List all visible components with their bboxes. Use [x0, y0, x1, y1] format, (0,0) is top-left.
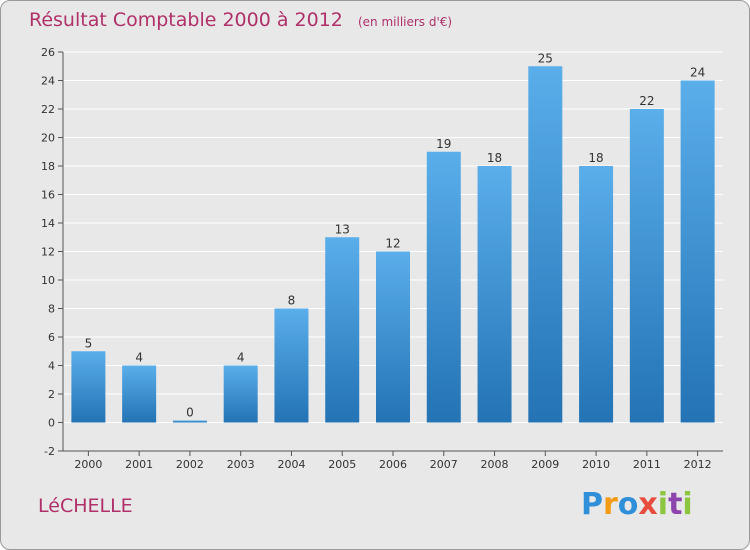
- logo-letter: t: [668, 487, 683, 522]
- commune-name: LéCHELLE: [38, 495, 133, 517]
- y-tick-label-8: 8: [48, 303, 55, 316]
- y-tick-label-26: 26: [41, 46, 55, 59]
- x-tick-label-2009: 2009: [531, 458, 559, 471]
- bar-2001: [122, 365, 157, 423]
- logo-letter: o: [617, 487, 639, 522]
- y-tick-label-14: 14: [41, 217, 55, 230]
- x-tick-label-2002: 2002: [176, 458, 204, 471]
- value-labels: 5 4 0 4 8 13 12 19 18 25 18 22 24: [85, 51, 706, 419]
- x-tick-label-2007: 2007: [430, 458, 458, 471]
- value-label-2000: 5: [85, 336, 93, 350]
- bar-2004: [274, 308, 309, 423]
- y-tick-label-6: 6: [48, 331, 55, 344]
- bar-2002: [172, 420, 207, 423]
- chart-title-block: Résultat Comptable 2000 à 2012 (en milli…: [29, 9, 452, 31]
- value-label-2006: 12: [385, 237, 400, 251]
- y-tick-label--2: -2: [44, 445, 55, 458]
- y-tick-label-12: 12: [41, 246, 55, 259]
- x-tick-label-2004: 2004: [277, 458, 305, 471]
- value-label-2002: 0: [186, 406, 194, 420]
- y-tick-label-0: 0: [48, 417, 55, 430]
- value-label-2003: 4: [237, 351, 245, 365]
- y-tick-label-22: 22: [41, 103, 55, 116]
- bar-2000: [71, 351, 106, 423]
- bar-2010: [579, 166, 614, 423]
- x-tick-labels: 2000 2001 2002 2003 2004 2005 2006 2007 2008 2009…: [74, 458, 711, 471]
- bar-2007: [426, 151, 461, 423]
- y-tick-label-4: 4: [48, 360, 55, 373]
- value-label-2004: 8: [288, 294, 296, 308]
- bar-2008: [477, 166, 512, 423]
- value-label-2012: 24: [690, 66, 705, 80]
- proxiti-logo: Proxiti: [581, 487, 693, 522]
- y-tick-label-2: 2: [48, 388, 55, 401]
- x-tick-label-2011: 2011: [633, 458, 661, 471]
- bar-2005: [325, 237, 360, 423]
- bar-2003: [223, 365, 258, 423]
- bar-2009: [528, 66, 563, 423]
- value-label-2011: 22: [639, 94, 654, 108]
- logo-letter: i: [682, 487, 693, 522]
- bar-2006: [376, 251, 410, 423]
- value-label-2008: 18: [487, 151, 502, 165]
- bar-2012: [680, 80, 715, 423]
- logo-letter: x: [638, 487, 658, 522]
- x-tick-label-2005: 2005: [328, 458, 356, 471]
- value-label-2007: 19: [436, 137, 451, 151]
- bars: [71, 66, 715, 423]
- x-tick-label-2010: 2010: [582, 458, 610, 471]
- logo-letter: P: [581, 487, 603, 522]
- bar-2011: [629, 109, 664, 423]
- chart-title: Résultat Comptable 2000 à 2012: [29, 9, 343, 31]
- y-tick-label-18: 18: [41, 160, 55, 173]
- x-tick-label-2003: 2003: [227, 458, 255, 471]
- y-tick-label-20: 20: [41, 132, 55, 145]
- x-tick-label-2001: 2001: [125, 458, 153, 471]
- x-tick-label-2008: 2008: [481, 458, 509, 471]
- x-tick-label-2000: 2000: [74, 458, 102, 471]
- chart-unit: (en milliers d'€): [357, 15, 453, 29]
- logo-letter: r: [603, 487, 618, 522]
- value-label-2001: 4: [135, 351, 143, 365]
- x-tick-label-2012: 2012: [684, 458, 712, 471]
- logo-letter: i: [657, 487, 669, 522]
- x-tick-label-2006: 2006: [379, 458, 407, 471]
- y-tick-label-16: 16: [41, 189, 55, 202]
- axes: [58, 51, 723, 456]
- y-tick-label-10: 10: [41, 274, 55, 287]
- y-tick-label-24: 24: [41, 75, 55, 88]
- value-label-2010: 18: [588, 151, 603, 165]
- value-label-2005: 13: [335, 222, 350, 236]
- value-label-2009: 25: [538, 51, 553, 65]
